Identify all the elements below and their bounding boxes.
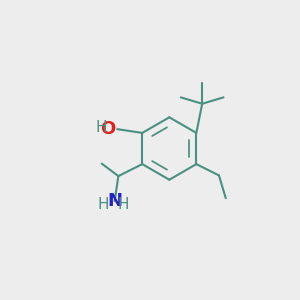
Text: N: N [107,192,122,210]
Text: H: H [95,120,107,135]
Text: O: O [100,120,116,138]
Text: H: H [118,197,129,212]
Text: H: H [98,197,109,212]
